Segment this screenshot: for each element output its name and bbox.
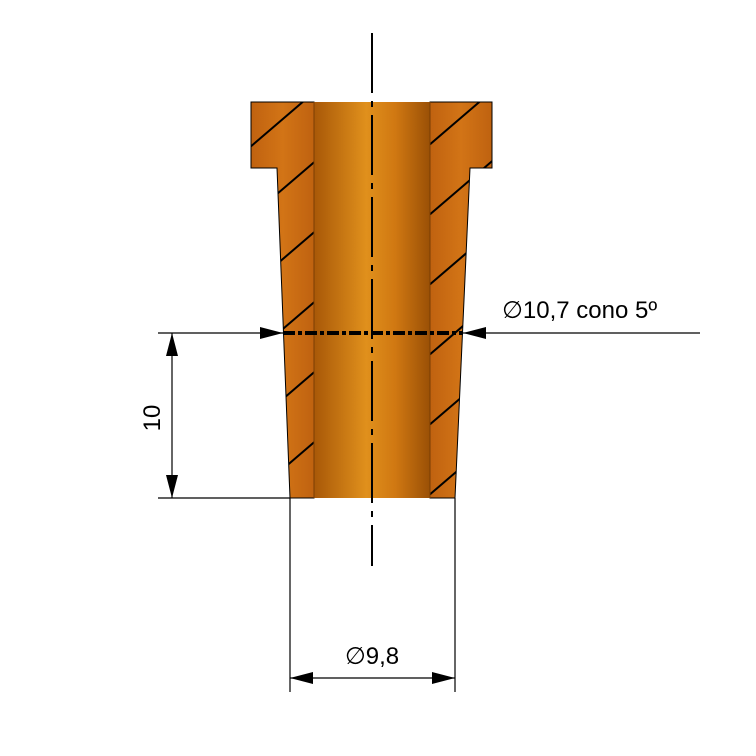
height-arrow-bottom [166, 475, 178, 498]
height-arrow-top [166, 333, 178, 356]
top-diameter-label: ∅10,7 cono 5º [502, 297, 657, 324]
top-diameter-arrow-left [260, 327, 283, 339]
bottom-diameter-label: ∅9,8 [345, 643, 399, 670]
height-label: 10 [139, 405, 166, 432]
top-diameter-arrow-right [463, 327, 486, 339]
left-wall-section [250, 101, 315, 499]
right-wall-section [429, 101, 493, 499]
bottom-diameter-arrow-right [432, 672, 455, 684]
bottom-diameter-arrow-left [290, 672, 313, 684]
